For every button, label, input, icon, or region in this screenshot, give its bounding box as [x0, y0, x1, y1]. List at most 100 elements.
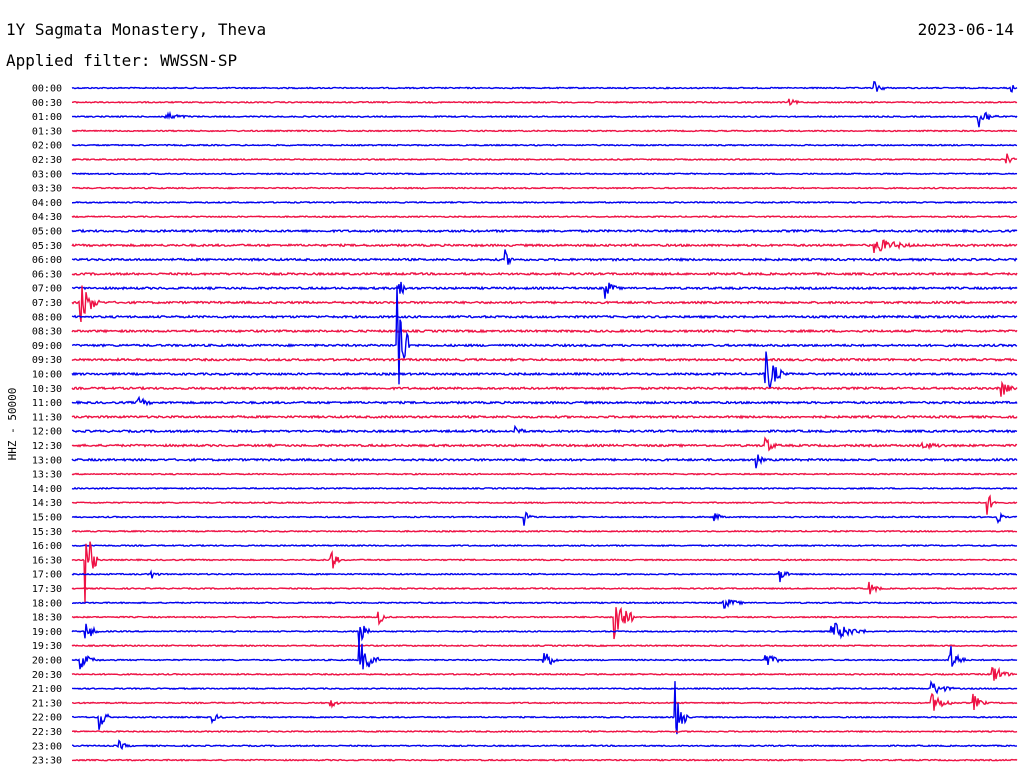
- row-time-label: 12:30: [32, 441, 62, 452]
- row-time-label: 04:30: [32, 212, 62, 223]
- trace-line-0230: [71, 153, 1018, 164]
- trace-line-0930: [71, 357, 1018, 363]
- trace-line-0630: [71, 271, 1018, 277]
- row-time-label: 22:30: [32, 727, 62, 738]
- row-time-label: 08:00: [32, 312, 62, 323]
- trace-line-0000: [71, 80, 1018, 93]
- trace-line-0100: [71, 110, 1018, 128]
- time-axis-labels: 00:00 00:30 01:00 01:30 02:00 02:30 03:00 03:30…: [32, 84, 62, 767]
- trace-line-1830: [71, 606, 1018, 640]
- trace-line-1200: [71, 424, 1018, 434]
- row-time-label: 20:00: [32, 656, 62, 667]
- row-time-label: 16:30: [32, 555, 62, 566]
- trace-line-2130: [71, 692, 1018, 711]
- trace-line-2200: [71, 681, 1017, 735]
- row-time-label: 23:00: [32, 741, 62, 752]
- row-time-label: 04:00: [32, 198, 62, 209]
- row-time-label: 03:00: [32, 169, 62, 180]
- trace-line-1900: [71, 622, 1018, 645]
- row-time-label: 08:30: [32, 327, 62, 338]
- row-time-label: 21:00: [32, 684, 62, 695]
- trace-line-1700: [71, 569, 1018, 583]
- trace-line-0900: [71, 285, 1018, 385]
- row-time-label: 14:30: [32, 498, 62, 509]
- row-time-label: 02:00: [32, 141, 62, 152]
- trace-line-0600: [71, 249, 1018, 266]
- trace-line-0800: [71, 314, 1018, 320]
- trace-line-1030: [71, 380, 1018, 397]
- trace-line-1000: [71, 351, 1018, 389]
- row-time-label: 11:30: [32, 412, 62, 423]
- trace-line-1600: [71, 543, 1018, 548]
- trace-line-2030: [71, 666, 1018, 681]
- trace-line-1500: [71, 511, 1018, 526]
- trace-line-0730: [71, 285, 1018, 323]
- trace-line-0130: [71, 129, 1018, 133]
- row-time-label: 06:00: [32, 255, 62, 266]
- row-time-label: 22:00: [32, 713, 62, 724]
- row-time-label: 16:00: [32, 541, 62, 552]
- trace-line-1930: [71, 644, 1018, 648]
- trace-line-1530: [71, 529, 1018, 533]
- row-time-label: 00:00: [32, 84, 62, 95]
- date-label: 2023-06-14: [917, 20, 1014, 39]
- trace-line-1100: [71, 395, 1018, 407]
- row-time-label: 05:00: [32, 227, 62, 238]
- row-time-label: 18:00: [32, 598, 62, 609]
- row-time-label: 21:30: [32, 698, 62, 709]
- trace-line-0200: [71, 143, 1018, 147]
- trace-line-0700: [71, 281, 1018, 299]
- y-axis-label: HHZ - 50000: [6, 388, 19, 461]
- trace-line-0530: [71, 239, 1018, 253]
- trace-layer: [71, 80, 1018, 762]
- trace-line-2100: [71, 679, 1018, 695]
- row-time-label: 13:30: [32, 470, 62, 481]
- row-time-label: 17:30: [32, 584, 62, 595]
- row-time-label: 23:30: [32, 756, 62, 767]
- trace-line-1430: [71, 494, 1018, 515]
- filter-label: Applied filter: WWSSN-SP: [6, 51, 238, 70]
- row-time-label: 01:00: [32, 112, 62, 123]
- trace-line-2300: [71, 739, 1018, 751]
- row-time-label: 09:30: [32, 355, 62, 366]
- row-time-label: 05:30: [32, 241, 62, 252]
- trace-line-2000: [71, 641, 1018, 670]
- row-time-label: 19:30: [32, 641, 62, 652]
- trace-line-2230: [71, 729, 1018, 734]
- trace-line-0500: [71, 228, 1018, 234]
- trace-line-1400: [71, 486, 1018, 491]
- row-time-label: 06:30: [32, 269, 62, 280]
- row-time-label: 15:00: [32, 513, 62, 524]
- row-time-label: 17:00: [32, 570, 62, 581]
- trace-line-0400: [72, 200, 1018, 205]
- row-time-label: 12:00: [32, 427, 62, 438]
- row-time-label: 14:00: [32, 484, 62, 495]
- trace-line-0330: [71, 186, 1018, 190]
- trace-line-1630: [71, 541, 1018, 604]
- row-time-label: 13:00: [32, 455, 62, 466]
- trace-line-0830: [71, 328, 1018, 334]
- row-time-label: 15:30: [32, 527, 62, 538]
- row-time-label: 11:00: [32, 398, 62, 409]
- row-time-label: 00:30: [32, 98, 62, 109]
- row-time-label: 18:30: [32, 613, 62, 624]
- trace-line-0300: [71, 172, 1018, 176]
- row-time-label: 19:00: [32, 627, 62, 638]
- row-time-label: 07:30: [32, 298, 62, 309]
- row-time-label: 03:30: [32, 184, 62, 195]
- station-title: 1Y Sagmata Monastery, Theva: [6, 20, 267, 39]
- row-time-label: 07:00: [32, 284, 62, 295]
- trace-line-1730: [71, 581, 1018, 595]
- trace-line-0030: [71, 98, 1018, 107]
- trace-line-2330: [71, 758, 1018, 762]
- trace-line-0430: [71, 215, 1018, 219]
- row-time-label: 09:00: [32, 341, 62, 352]
- row-time-label: 10:30: [32, 384, 62, 395]
- row-time-label: 20:30: [32, 670, 62, 681]
- trace-line-1230: [71, 436, 1018, 452]
- row-time-label: 01:30: [32, 126, 62, 137]
- row-time-label: 10:00: [32, 370, 62, 381]
- trace-line-1330: [71, 472, 1018, 476]
- trace-line-1130: [71, 414, 1018, 420]
